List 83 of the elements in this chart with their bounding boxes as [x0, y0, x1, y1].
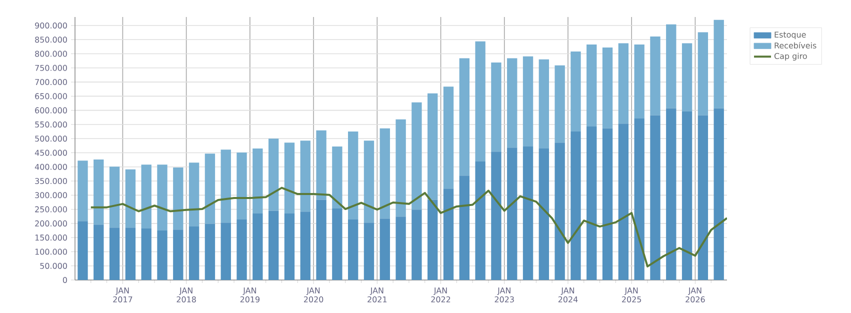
bar	[316, 200, 326, 280]
bar	[204, 154, 216, 224]
bar	[268, 138, 279, 211]
bar	[618, 43, 629, 124]
bar	[698, 115, 708, 280]
bar	[602, 128, 613, 280]
bar	[428, 200, 438, 280]
bar	[682, 43, 692, 112]
bar	[188, 226, 200, 280]
bar	[443, 86, 454, 189]
bar	[396, 216, 406, 280]
bar	[396, 119, 406, 217]
bar	[666, 108, 676, 280]
bar	[443, 188, 454, 280]
bar	[204, 224, 216, 280]
bar	[666, 24, 676, 108]
bar	[364, 140, 374, 223]
bar	[252, 148, 263, 214]
bar	[125, 228, 136, 280]
bar	[570, 52, 581, 132]
bar	[141, 164, 152, 229]
bar	[348, 219, 358, 280]
bar	[554, 65, 565, 143]
bar	[459, 58, 470, 176]
bar	[491, 62, 502, 152]
bar	[94, 160, 104, 225]
bar	[78, 221, 88, 280]
bar	[570, 132, 581, 280]
bar	[475, 41, 486, 162]
line-series	[90, 186, 728, 268]
bar	[284, 142, 295, 214]
bar	[380, 218, 390, 280]
bar	[428, 93, 438, 200]
bar	[173, 230, 184, 280]
bar	[538, 148, 550, 280]
bar	[125, 169, 136, 228]
bar	[300, 140, 310, 212]
bar	[316, 130, 326, 200]
bar	[188, 162, 200, 227]
bar	[332, 146, 342, 208]
bar	[94, 224, 104, 280]
bar	[236, 152, 247, 220]
bar	[141, 228, 152, 280]
bar	[109, 228, 120, 280]
bar	[522, 146, 534, 280]
bar	[682, 111, 692, 280]
bar	[554, 142, 565, 280]
bar	[618, 124, 629, 280]
bar	[412, 102, 422, 210]
bar	[157, 230, 168, 280]
bar	[491, 152, 502, 280]
bar	[522, 56, 534, 147]
bar	[173, 167, 184, 230]
bar	[364, 222, 374, 280]
bar	[78, 160, 88, 222]
bar	[602, 48, 613, 128]
bar	[634, 118, 644, 280]
bar	[507, 58, 518, 148]
bar	[714, 108, 724, 280]
bar	[252, 214, 263, 280]
bar	[586, 126, 597, 280]
bar	[586, 44, 597, 126]
bar	[220, 222, 231, 280]
bar	[714, 20, 724, 108]
bar	[650, 115, 660, 280]
bar	[220, 150, 231, 223]
bar	[380, 128, 390, 219]
bar	[634, 44, 644, 119]
bar	[348, 132, 358, 220]
bar	[236, 219, 247, 280]
bar	[332, 208, 342, 280]
bar	[698, 32, 708, 116]
bar	[109, 166, 120, 228]
bar	[650, 36, 660, 116]
bar	[268, 210, 279, 280]
bar	[157, 164, 168, 231]
bar	[507, 148, 518, 280]
bar	[475, 162, 486, 280]
bar	[412, 210, 422, 280]
bar	[300, 212, 310, 280]
bar	[284, 214, 295, 280]
bar	[459, 176, 470, 280]
bar	[538, 59, 550, 149]
